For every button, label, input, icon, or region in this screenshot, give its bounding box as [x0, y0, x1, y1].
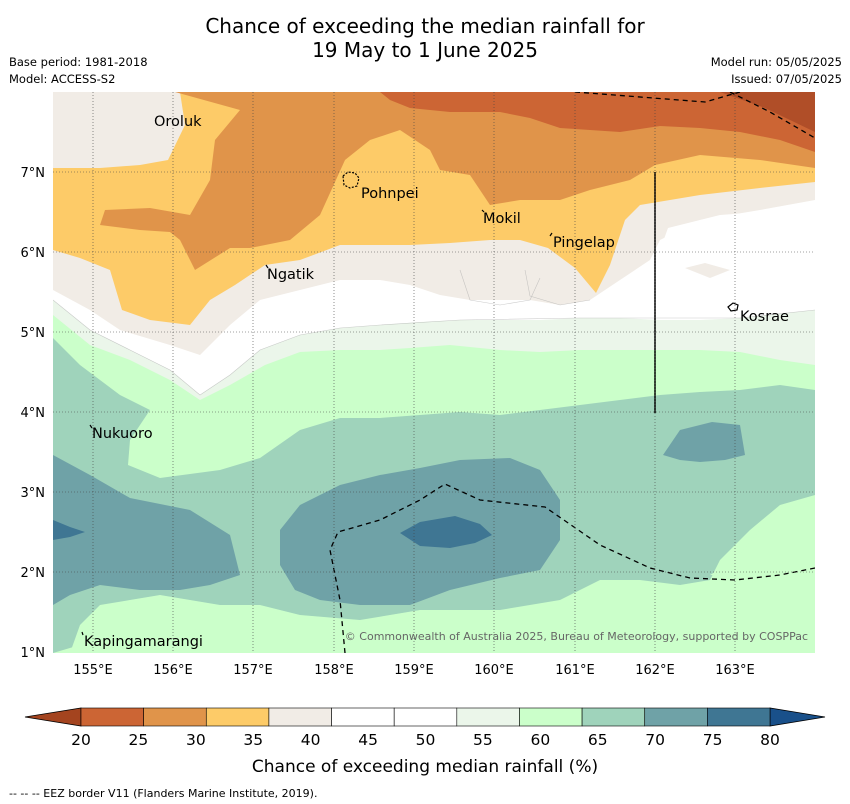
label-ngatik: Ngatik — [267, 267, 315, 283]
colorbar-tick: 25 — [129, 731, 149, 749]
issued-date: Issued: 07/05/2025 — [731, 72, 842, 86]
lon-tick: 158°E — [314, 663, 354, 678]
kapinga-island — [81, 631, 84, 636]
ngatik-island — [265, 264, 269, 269]
colorbar-cell — [331, 707, 395, 727]
lon-tick: 155°E — [73, 663, 113, 678]
label-pohnpei: Pohnpei — [361, 186, 419, 202]
title-line-1: Chance of exceeding the median rainfall … — [205, 14, 645, 38]
eez-border — [329, 92, 815, 653]
lat-tick: 2°N — [21, 566, 46, 581]
colorbar-cell — [581, 707, 646, 727]
colorbar-tick: 45 — [358, 731, 378, 749]
colorbar-high-arrow — [769, 707, 826, 727]
model-run: Model run: 05/05/2025 — [710, 55, 842, 69]
lat-tick: 7°N — [21, 166, 46, 181]
label-mokil: Mokil — [483, 211, 521, 227]
colorbar-cell — [268, 707, 332, 727]
colorbar-tick: 70 — [645, 731, 665, 749]
colorbar-cell — [143, 707, 207, 727]
colorbar-low-arrow — [24, 707, 82, 727]
colorbar-cell — [644, 707, 708, 727]
colorbar-tick: 65 — [588, 731, 608, 749]
base-period: Base period: 1981-2018 — [9, 55, 148, 69]
label-oroluk: Oroluk — [154, 114, 202, 130]
islands — [81, 171, 739, 636]
lon-tick: 157°E — [233, 663, 273, 678]
graticule — [53, 92, 815, 653]
colorbar: 20 25 30 35 40 45 50 55 60 65 70 75 80 — [24, 707, 826, 749]
model-name: Model: ACCESS-S2 — [9, 72, 116, 86]
lat-tick: 3°N — [21, 486, 46, 501]
map-title: Chance of exceeding the median rainfall … — [0, 14, 850, 62]
colorbar-tick: 30 — [186, 731, 206, 749]
colorbar-tick: 40 — [301, 731, 321, 749]
issue-info: Model run: 05/05/2025 Issued: 07/05/2025 — [711, 54, 842, 88]
copyright-notice: © Commonwealth of Australia 2025, Bureau… — [345, 630, 808, 643]
lat-tick: 5°N — [21, 326, 46, 341]
colorbar-tick: 35 — [243, 731, 263, 749]
colorbar-tick: 50 — [416, 731, 436, 749]
lat-tick: 6°N — [21, 246, 46, 261]
colorbar-cell — [393, 707, 458, 727]
label-nukuoro: Nukuoro — [92, 426, 153, 442]
lon-tick: 160°E — [474, 663, 514, 678]
colorbar-tick: 60 — [530, 731, 550, 749]
label-pingelap: Pingelap — [553, 235, 615, 251]
model-info: Base period: 1981-2018 Model: ACCESS-S2 — [9, 54, 148, 88]
colorbar-cell — [456, 707, 520, 727]
pingelap-island — [549, 232, 553, 237]
colorbar-cell — [80, 707, 144, 727]
lon-tick: 161°E — [555, 663, 595, 678]
colorbar-tick: 80 — [760, 731, 780, 749]
lon-tick: 163°E — [715, 663, 755, 678]
label-kapingamarangi: Kapingamarangi — [84, 634, 203, 650]
title-line-2: 19 May to 1 June 2025 — [312, 38, 538, 62]
colorbar-tick: 55 — [473, 731, 493, 749]
label-kosrae: Kosrae — [740, 309, 789, 325]
lon-tick: 159°E — [394, 663, 434, 678]
lat-tick: 1°N — [21, 646, 46, 661]
nukuoro-island — [89, 424, 93, 429]
colorbar-tick: 20 — [71, 731, 91, 749]
colorbar-cell — [519, 707, 583, 727]
kosrae-island — [727, 302, 739, 312]
probability-contours — [53, 92, 815, 653]
colorbar-tick: 75 — [703, 731, 723, 749]
lat-tick: 4°N — [21, 406, 46, 421]
latitude-labels: 7°N 6°N 5°N 4°N 3°N 2°N 1°N — [21, 166, 46, 661]
lon-tick: 162°E — [635, 663, 675, 678]
colorbar-cell — [205, 707, 270, 727]
colorbar-cell — [707, 707, 771, 727]
eez-footnote: -- -- -- EEZ border V11 (Flanders Marine… — [9, 787, 318, 800]
colorbar-label: Chance of exceeding median rainfall (%) — [251, 757, 599, 777]
pohnpei-island — [342, 171, 360, 189]
longitude-labels: 155°E 156°E 157°E 158°E 159°E 160°E 161°… — [73, 663, 755, 678]
lon-tick: 156°E — [153, 663, 193, 678]
mokil-island — [481, 209, 485, 213]
